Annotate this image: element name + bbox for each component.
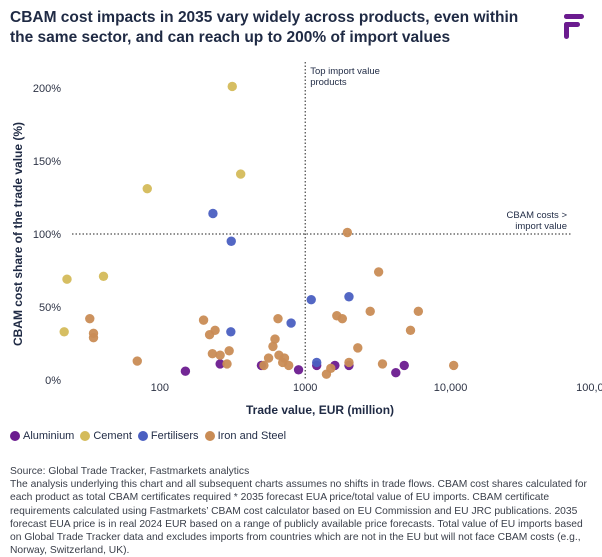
iron-and-steel-point <box>413 306 424 317</box>
methodology-note: The analysis underlying this chart and a… <box>10 479 587 557</box>
iron-and-steel-point <box>224 346 234 356</box>
legend-label: Iron and Steel <box>217 430 287 442</box>
y-tick-label: 50% <box>39 302 61 314</box>
aluminium-point <box>399 360 409 371</box>
iron-and-steel-point <box>353 343 363 353</box>
x-tick-label: 100 <box>151 382 169 394</box>
aluminium-point <box>293 365 304 375</box>
iron-and-steel-point <box>222 359 232 369</box>
scatter-chart: 0% 50% 100% 150% 200% 100 1000 10,000 100,000 T… <box>11 62 602 417</box>
iron-and-steel-point <box>85 313 95 324</box>
iron-and-steel-point <box>377 359 388 369</box>
cement-point <box>98 271 109 282</box>
fastmarkets-logo-icon <box>564 14 584 39</box>
x-tick-label: 100,000 <box>576 382 602 394</box>
fertilisers-point <box>286 318 296 328</box>
x-tick-label: 10,000 <box>434 382 468 394</box>
x-axis: 100 1000 10,000 100,000 <box>151 382 602 394</box>
legend-item-iron-and-steel: Iron and Steel <box>204 430 287 442</box>
iron-and-steel-point <box>207 349 218 359</box>
legend-label: Aluminium <box>23 430 75 442</box>
iron-and-steel-point <box>88 332 99 343</box>
legend-swatch <box>204 431 215 441</box>
fertilisers-point <box>226 236 236 246</box>
iron-and-steel-point <box>342 227 353 238</box>
iron-and-steel-point <box>210 325 220 336</box>
iron-and-steel-point <box>365 306 375 317</box>
y-tick-label: 0% <box>45 375 61 387</box>
legend-swatch <box>80 431 91 441</box>
fertilisers-point <box>208 208 218 219</box>
y-axis-label: CBAM cost share of the trade value (%) <box>11 122 25 346</box>
iron-and-steel-point <box>198 315 209 325</box>
cement-point <box>62 274 72 284</box>
aluminium-point <box>215 359 225 369</box>
cement-point <box>59 327 69 337</box>
y-tick-label: 200% <box>33 83 61 95</box>
aluminium-point <box>180 366 191 376</box>
data-points <box>59 81 459 379</box>
iron-and-steel-point <box>268 341 278 352</box>
cbam-costs-label: CBAM costs > import value <box>507 210 568 232</box>
fertilisers-point <box>226 327 236 337</box>
cement-point <box>142 183 152 194</box>
legend-item-cement: Cement <box>80 430 132 442</box>
iron-and-steel-point <box>132 356 142 366</box>
iron-and-steel-point <box>373 267 384 277</box>
iron-and-steel-point <box>448 360 459 371</box>
y-tick-label: 100% <box>33 229 61 241</box>
cement-point <box>227 81 237 92</box>
iron-and-steel-point <box>273 313 283 324</box>
reference-lines: Top import value products CBAM costs > impo… <box>72 62 572 380</box>
y-axis: 0% 50% 100% 150% 200% <box>33 83 61 387</box>
legend-label: Cement <box>93 430 132 442</box>
iron-and-steel-point <box>259 360 269 371</box>
iron-and-steel-point <box>283 360 294 371</box>
page-title: CBAM cost impacts in 2035 vary widely ac… <box>10 9 519 46</box>
iron-and-steel-point <box>270 334 280 344</box>
iron-and-steel-point <box>326 363 336 374</box>
fertilisers-point <box>344 292 354 302</box>
top-import-value-label: Top import value products <box>310 66 380 88</box>
iron-and-steel-point <box>344 357 354 368</box>
legend-label: Fertilisers <box>150 430 199 442</box>
iron-and-steel-point <box>263 353 274 363</box>
source-notes: Source: Global Trade Tracker, Fastmarket… <box>10 465 595 557</box>
iron-and-steel-point <box>337 313 348 324</box>
iron-and-steel-point <box>215 350 225 360</box>
x-tick-label: 1000 <box>293 382 317 394</box>
chart-legend: Aluminium Cement Fertilisers Iron and Steel <box>10 430 292 442</box>
y-tick-label: 150% <box>33 156 61 168</box>
iron-and-steel-point <box>405 325 416 336</box>
legend-swatch <box>10 431 20 441</box>
source-line: Source: Global Trade Tracker, Fastmarket… <box>10 466 250 477</box>
x-axis-label: Trade value, EUR (million) <box>246 403 394 417</box>
legend-item-fertilisers: Fertilisers <box>137 430 199 442</box>
legend-swatch <box>137 431 148 441</box>
cement-point <box>235 169 246 179</box>
aluminium-point <box>391 367 401 378</box>
iron-and-steel-point <box>279 353 290 363</box>
fertilisers-point <box>306 294 316 305</box>
fertilisers-point <box>312 357 322 368</box>
legend-item-aluminium: Aluminium <box>10 430 74 442</box>
